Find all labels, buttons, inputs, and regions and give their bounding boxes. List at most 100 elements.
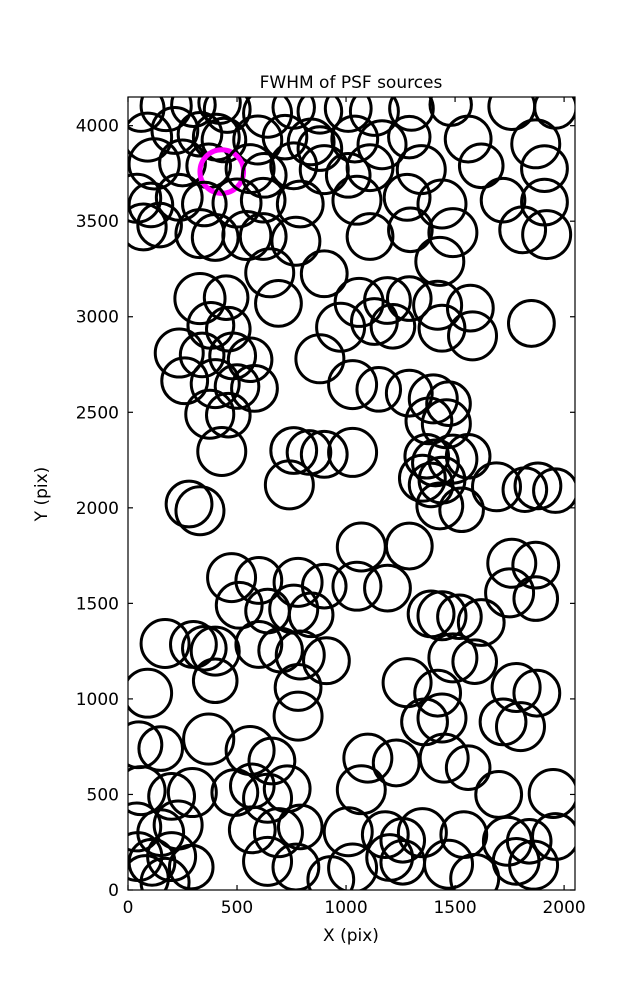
y-tick-label: 1000 <box>76 690 119 710</box>
psf-source-circle <box>520 144 569 194</box>
y-tick-label: 4000 <box>76 117 119 137</box>
psf-source-circle <box>457 142 505 190</box>
psf-source-circle <box>181 180 228 228</box>
psf-source-circle <box>252 807 304 859</box>
psf-source-circle <box>350 297 399 346</box>
psf-source-circle <box>302 636 351 686</box>
axes-frame <box>127 96 576 891</box>
psf-source-circle <box>506 299 556 348</box>
psf-source-circle <box>139 856 191 890</box>
psf-source-circle <box>128 202 168 252</box>
psf-source-circle <box>471 461 522 513</box>
psf-source-circle <box>153 327 205 379</box>
psf-source-circle <box>137 725 185 772</box>
y-tick-label: 2000 <box>76 499 119 519</box>
psf-source-circle <box>532 467 575 514</box>
psf-source-circle <box>521 209 573 261</box>
psf-source-circle <box>345 212 395 261</box>
psf-source-circle <box>272 556 324 608</box>
psf-source-circle <box>418 732 470 784</box>
psf-source-circle <box>404 396 454 446</box>
psf-source-circle <box>128 181 175 229</box>
psf-source-circle <box>327 359 379 411</box>
psf-source-circle <box>315 301 367 353</box>
psf-source-circle <box>191 657 239 705</box>
psf-source-circle <box>269 426 319 475</box>
psf-source-circle <box>330 114 380 164</box>
psf-source-markers <box>128 97 575 890</box>
psf-source-circle <box>331 560 383 612</box>
psf-source-circle <box>414 235 466 287</box>
psf-source-circle <box>412 279 464 331</box>
psf-source-circle <box>189 358 241 410</box>
psf-source-circle <box>270 215 322 267</box>
x-tick-label: 2000 <box>542 898 585 918</box>
psf-source-circle <box>415 481 465 531</box>
psf-source-circle <box>189 625 241 677</box>
psf-source-circle <box>322 806 374 858</box>
x-tick-label: 0 <box>123 898 134 918</box>
psf-source-circle <box>403 432 451 480</box>
psf-source-circle <box>371 738 421 788</box>
psf-source-circle <box>456 598 506 647</box>
psf-source-circle <box>239 176 287 224</box>
psf-source-circle <box>232 114 284 166</box>
psf-source-circle <box>323 97 373 133</box>
psf-source-circle <box>128 111 174 163</box>
psf-source-circle <box>286 117 336 167</box>
psf-source-circle <box>425 380 472 427</box>
psf-source-circle <box>296 97 344 135</box>
psf-source-circle <box>513 461 563 511</box>
y-tick-label: 500 <box>87 785 119 805</box>
psf-source-circle <box>226 336 274 384</box>
psf-source-circle <box>407 461 455 509</box>
psf-source-circle <box>444 744 492 792</box>
psf-source-circle <box>272 690 324 742</box>
psf-source-circle <box>423 838 475 890</box>
psf-source-circle <box>128 667 174 719</box>
psf-source-circle <box>331 174 383 226</box>
psf-source-circle <box>416 590 468 642</box>
psf-source-circle <box>214 580 264 630</box>
psf-source-circle <box>443 114 493 164</box>
psf-source-circle <box>136 201 183 249</box>
psf-source-circle <box>512 668 562 718</box>
psf-source-circle <box>427 632 479 684</box>
psf-source-circle <box>128 801 163 853</box>
psf-source-circle <box>369 303 417 350</box>
psf-source-circle <box>360 810 410 859</box>
psf-source-circle <box>510 118 562 170</box>
x-axis-ticks: 0 500 1000 1500 2000 <box>123 97 586 918</box>
psf-source-circle <box>512 575 560 622</box>
psf-source-circle <box>173 272 227 326</box>
psf-source-circle <box>342 732 394 784</box>
psf-source-circle <box>484 567 536 619</box>
psf-source-circle <box>285 429 333 476</box>
psf-source-circle <box>227 805 277 855</box>
psf-source-circle <box>234 620 284 669</box>
psf-source-circle <box>234 556 284 605</box>
psf-source-circle <box>263 459 315 511</box>
psf-source-circle <box>221 210 273 262</box>
psf-source-circle <box>527 768 575 819</box>
psf-source-circle <box>247 736 297 786</box>
psf-source-circle <box>230 364 279 413</box>
psf-source-circle <box>276 803 324 851</box>
psf-source-circle <box>240 152 288 199</box>
psf-source-circle <box>128 137 181 191</box>
psf-source-circle <box>508 839 560 890</box>
plot-title: FWHM of PSF sources <box>260 73 443 93</box>
psf-source-circle <box>128 854 170 890</box>
psf-source-circle <box>451 638 499 685</box>
psf-source-circle <box>436 593 483 641</box>
psf-source-circle <box>355 366 403 413</box>
psf-source-circle <box>176 110 224 158</box>
x-tick-label: 500 <box>221 898 253 918</box>
psf-source-circle <box>190 213 240 262</box>
psf-source-circle <box>269 141 319 191</box>
psf-source-circle <box>128 97 166 133</box>
y-tick-label: 1500 <box>76 594 119 614</box>
psf-source-circle <box>299 429 349 479</box>
y-axis-ticks: 0 500 1000 1500 2000 2500 3000 3500 4000 <box>76 117 575 901</box>
